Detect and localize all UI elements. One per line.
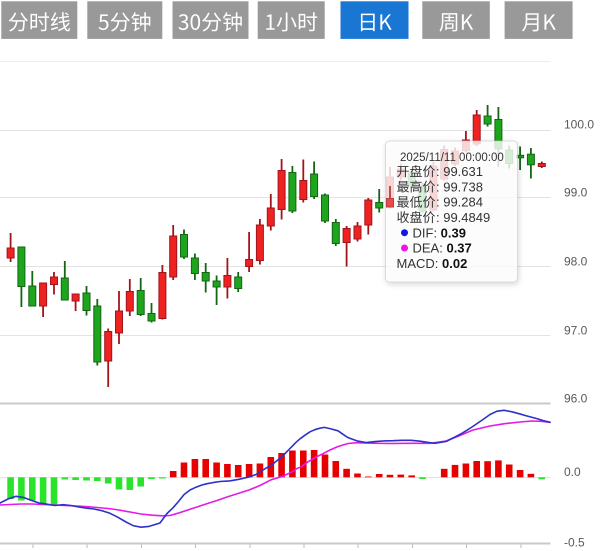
svg-text:MACD: 0.02: MACD: 0.02 [397, 256, 468, 271]
svg-text:: 99.284: : 99.284 [436, 195, 483, 210]
svg-text:: 99.738: : 99.738 [436, 179, 483, 194]
svg-text:: 99.631: : 99.631 [436, 164, 483, 179]
svg-text:DEA: 0.37: DEA: 0.37 [413, 241, 472, 256]
svg-text:100.0: 100.0 [564, 117, 594, 131]
svg-text:98.0: 98.0 [564, 254, 588, 268]
svg-text:-0.5: -0.5 [564, 535, 585, 549]
svg-text:99.0: 99.0 [564, 185, 588, 199]
svg-text:0.0: 0.0 [564, 465, 581, 479]
svg-text:97.0: 97.0 [564, 323, 588, 337]
svg-text:DIF: 0.39: DIF: 0.39 [413, 225, 466, 240]
svg-text:96.0: 96.0 [564, 391, 588, 405]
svg-text:2025/11/11 00:00:00: 2025/11/11 00:00:00 [400, 152, 504, 164]
svg-text:: 99.4849: : 99.4849 [436, 210, 490, 225]
